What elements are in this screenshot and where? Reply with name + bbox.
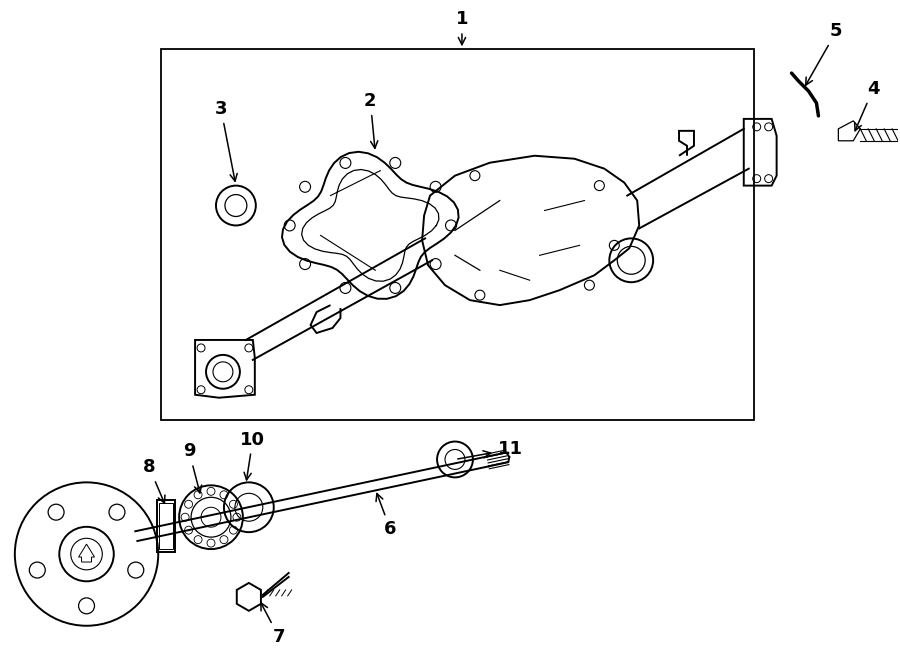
Text: 1: 1: [455, 11, 468, 45]
Bar: [159, 503, 173, 549]
Text: 8: 8: [143, 459, 165, 503]
Text: 3: 3: [215, 100, 238, 181]
Bar: [158, 500, 176, 552]
Text: 2: 2: [364, 92, 378, 148]
Text: 9: 9: [183, 442, 202, 493]
Text: 6: 6: [376, 494, 397, 538]
Text: 10: 10: [240, 430, 266, 480]
Text: 4: 4: [855, 80, 879, 131]
Bar: [161, 49, 753, 420]
Text: 7: 7: [261, 603, 285, 646]
Text: 11: 11: [458, 440, 523, 459]
Text: 5: 5: [806, 22, 842, 85]
